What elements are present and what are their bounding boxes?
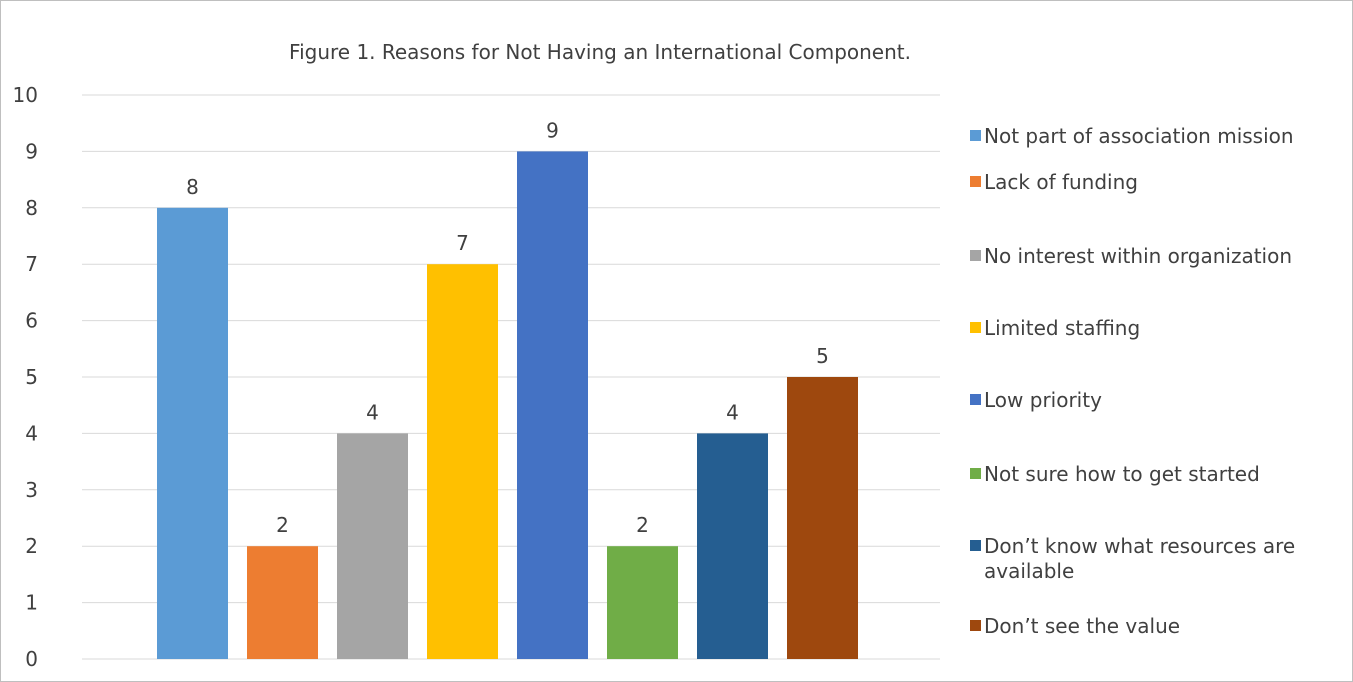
data-label: 8 — [186, 175, 199, 199]
legend-label: Lack of funding — [984, 170, 1138, 194]
legend-swatch — [970, 250, 981, 261]
data-label: 5 — [816, 344, 829, 368]
bar — [787, 377, 858, 659]
y-tick-label: 9 — [25, 139, 38, 163]
bar — [517, 151, 588, 659]
bar — [337, 433, 408, 659]
data-label: 9 — [546, 118, 559, 142]
bar — [697, 433, 768, 659]
bar — [247, 546, 318, 659]
y-tick-label: 5 — [25, 365, 38, 389]
y-tick-label: 7 — [25, 252, 38, 276]
legend-swatch — [970, 130, 981, 141]
legend-label: Limited staffing — [984, 316, 1141, 340]
legend-swatch — [970, 322, 981, 333]
y-tick-label: 2 — [25, 534, 38, 558]
bar — [427, 264, 498, 659]
legend-label: No interest within organization — [984, 244, 1293, 268]
legend-item: Low priority — [970, 388, 1329, 413]
legend-swatch — [970, 176, 981, 187]
y-tick-label: 10 — [13, 83, 38, 107]
data-label: 2 — [636, 513, 649, 537]
legend-label: Not sure how to get started — [984, 462, 1260, 486]
y-tick-label: 3 — [25, 478, 38, 502]
data-label: 4 — [366, 400, 379, 424]
y-tick-label: 0 — [25, 647, 38, 671]
y-tick-label: 6 — [25, 309, 38, 333]
legend-label: Don’t see the value — [984, 614, 1181, 638]
legend-item: Not part of association mission — [970, 124, 1329, 149]
data-label: 2 — [276, 513, 289, 537]
legend-swatch — [970, 620, 981, 631]
bar — [157, 207, 228, 660]
legend-label: Don’t know what resources are available — [984, 534, 1296, 583]
legend-item: Don’t see the value — [970, 614, 1329, 639]
y-tick-label: 4 — [25, 421, 38, 445]
y-tick-label: 1 — [25, 591, 38, 615]
legend-swatch — [970, 540, 981, 551]
legend-item: Lack of funding — [970, 170, 1329, 195]
legend-label: Low priority — [984, 388, 1102, 412]
chart-title: Figure 1. Reasons for Not Having an Inte… — [289, 40, 911, 64]
bar — [607, 546, 678, 659]
data-label: 7 — [456, 231, 469, 255]
legend-item: Limited staffing — [970, 316, 1329, 341]
legend-swatch — [970, 468, 981, 479]
data-label: 4 — [726, 400, 739, 424]
legend-item: Don’t know what resources are available — [970, 534, 1329, 584]
y-tick-label: 8 — [25, 196, 38, 220]
legend-item: Not sure how to get started — [970, 462, 1329, 487]
legend-label: Not part of association mission — [984, 124, 1294, 148]
legend-item: No interest within organization — [970, 244, 1329, 269]
legend-swatch — [970, 394, 981, 405]
